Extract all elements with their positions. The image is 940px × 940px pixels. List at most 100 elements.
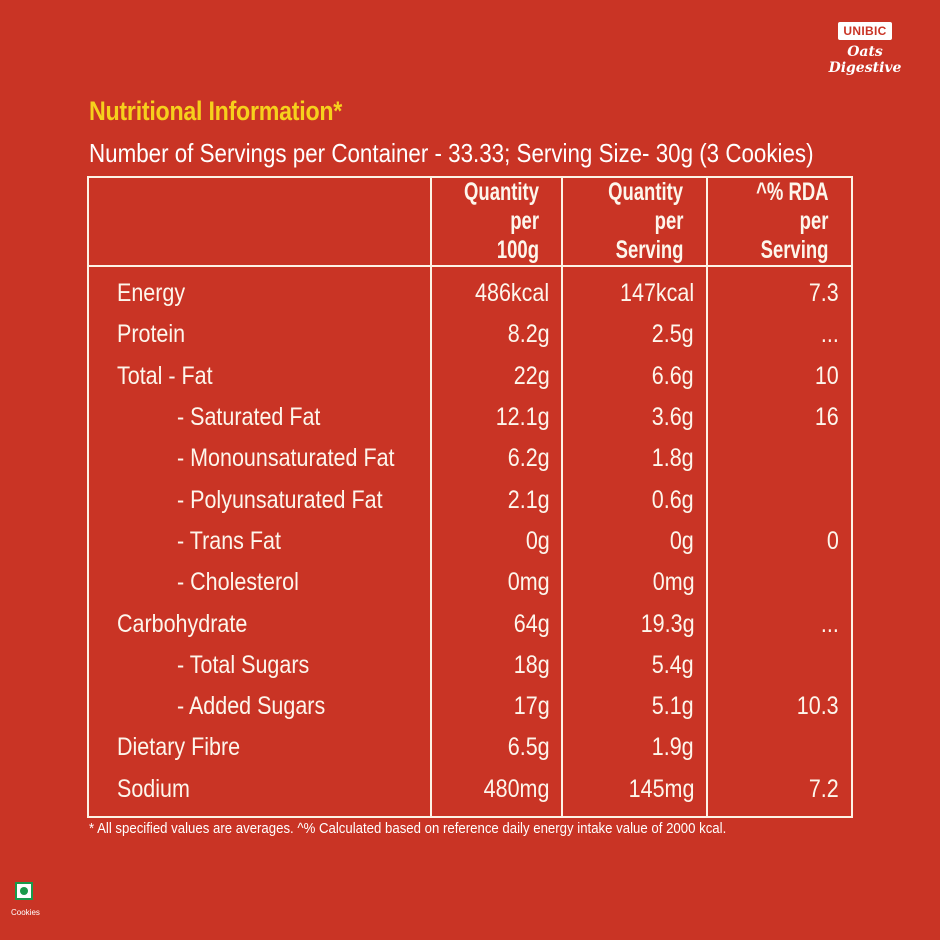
value-per-100g-text: 6.5g <box>507 733 550 762</box>
serving-info: Number of Servings per Container - 33.33… <box>89 138 814 168</box>
value-per-100g-text: 22g <box>513 361 550 390</box>
value-rda <box>707 479 853 521</box>
brand-name: UNIBIC <box>838 22 892 40</box>
value-per-serving: 5.1g <box>562 685 709 728</box>
product-name: Oats Digestive <box>828 44 902 76</box>
veg-dot <box>20 887 28 895</box>
value-rda: 7.2 <box>707 768 853 817</box>
value-rda: 7.3 <box>707 266 853 315</box>
nutrient-name-text: - Monounsaturated Fat <box>177 444 395 473</box>
value-rda: 10.3 <box>707 685 853 728</box>
value-per-100g-text: 18g <box>513 650 550 679</box>
value-per-100g: 480mg <box>430 768 564 817</box>
value-rda <box>707 644 853 686</box>
value-per-100g: 12.1g <box>430 396 564 439</box>
nutrient-name: Energy <box>88 266 432 315</box>
nutrient-name: Sodium <box>88 768 432 817</box>
value-per-serving-text: 0g <box>670 526 695 555</box>
page-title: Nutritional Information* <box>89 96 343 126</box>
header-line: per Serving <box>760 207 829 264</box>
table-row: - Trans Fat 0g 0g 0 <box>88 520 853 563</box>
value-per-serving: 3.6g <box>562 396 709 439</box>
value-per-serving-text: 0mg <box>652 568 695 597</box>
value-rda <box>707 727 853 769</box>
value-per-100g: 18g <box>430 644 564 686</box>
value-per-100g-text: 8.2g <box>507 320 550 349</box>
table-row: Energy 486kcal 147kcal 7.3 <box>88 266 853 315</box>
nutrient-name-text: Sodium <box>117 774 190 803</box>
value-per-serving-text: 3.6g <box>652 403 695 432</box>
value-rda-text: 0 <box>827 526 839 555</box>
header-line: Quantity <box>608 178 684 206</box>
table-row: - Saturated Fat 12.1g 3.6g 16 <box>88 396 853 439</box>
nutrient-name-text: Energy <box>117 279 186 308</box>
value-per-100g-text: 480mg <box>483 774 550 803</box>
value-per-serving-text: 19.3g <box>640 609 695 638</box>
header-per-100g: Quantity per 100g <box>430 177 564 267</box>
footnote: * All specified values are averages. ^% … <box>89 820 727 837</box>
table-row: - Cholesterol 0mg 0mg <box>88 562 853 604</box>
table-row: Carbohydrate 64g 19.3g... <box>88 603 853 645</box>
value-rda-text: 16 <box>815 403 839 432</box>
nutrient-name-text: Total - Fat <box>117 361 213 390</box>
value-per-serving: 0mg <box>562 562 709 604</box>
nutrient-name: - Trans Fat <box>88 520 432 563</box>
value-per-serving: 5.4g <box>562 644 709 686</box>
value-per-100g: 6.5g <box>430 727 564 769</box>
value-per-100g-text: 0mg <box>507 568 550 597</box>
value-per-100g-text: 64g <box>513 609 550 638</box>
header-line: Quantity <box>463 178 539 206</box>
value-per-serving: 1.8g <box>562 438 709 480</box>
value-per-100g: 22g <box>430 355 564 397</box>
table-row: - Monounsaturated Fat 6.2g 1.8g <box>88 438 853 480</box>
value-per-serving: 145mg <box>562 768 709 817</box>
table-row: Sodium 480mg 145mg 7.2 <box>88 768 853 817</box>
value-per-serving: 147kcal <box>562 266 709 315</box>
header-per-serving: Quantity per Serving <box>562 177 709 267</box>
table-row: - Polyunsaturated Fat 2.1g 0.6g <box>88 479 853 521</box>
value-rda: 0 <box>707 520 853 563</box>
value-rda: ... <box>707 314 853 356</box>
header-line: per 100g <box>496 207 539 264</box>
veg-symbol-icon <box>15 882 33 900</box>
table-row: Dietary Fibre 6.5g 1.9g <box>88 727 853 769</box>
nutrient-name: Total - Fat <box>88 355 432 397</box>
nutrient-name: Protein <box>88 314 432 356</box>
value-per-serving: 0.6g <box>562 479 709 521</box>
value-rda-text: 7.2 <box>809 774 839 803</box>
nutrient-name: - Saturated Fat <box>88 396 432 439</box>
nutrition-table: Quantity per 100g Quantity per Serving ^% … <box>87 176 853 818</box>
value-rda: ... <box>707 603 853 645</box>
value-per-serving-text: 1.8g <box>652 444 695 473</box>
value-per-100g: 0g <box>430 520 564 563</box>
nutrient-name-text: - Cholesterol <box>177 568 299 597</box>
value-per-100g-text: 486kcal <box>475 279 550 308</box>
nutrient-name-text: - Saturated Fat <box>177 403 321 432</box>
value-rda: 16 <box>707 396 853 439</box>
value-per-serving-text: 6.6g <box>652 361 695 390</box>
brand-logo: UNIBIC Oats Digestive <box>810 22 920 76</box>
value-per-serving-text: 5.4g <box>652 650 695 679</box>
value-per-serving-text: 1.9g <box>652 733 695 762</box>
header-nutrient <box>88 177 432 267</box>
value-per-100g-text: 17g <box>513 692 550 721</box>
nutrient-name-text: Protein <box>117 320 186 349</box>
value-rda-text: ... <box>821 609 839 638</box>
value-per-100g: 0mg <box>430 562 564 604</box>
value-per-serving-text: 0.6g <box>652 485 695 514</box>
table-row: Total - Fat 22g 6.6g 10 <box>88 355 853 397</box>
nutrient-name: - Added Sugars <box>88 685 432 728</box>
value-rda <box>707 562 853 604</box>
table-body: Energy 486kcal 147kcal 7.3 Protein 8.2g 2.5g..… <box>88 266 853 817</box>
nutrient-name-text: - Polyunsaturated Fat <box>177 485 383 514</box>
nutrient-name: - Cholesterol <box>88 562 432 604</box>
value-per-100g: 17g <box>430 685 564 728</box>
nutrient-name-text: - Added Sugars <box>177 692 326 721</box>
nutrient-name: - Total Sugars <box>88 644 432 686</box>
value-per-100g-text: 12.1g <box>495 403 550 432</box>
table-row: - Added Sugars 17g 5.1g 10.3 <box>88 685 853 728</box>
value-per-serving: 19.3g <box>562 603 709 645</box>
value-per-100g: 2.1g <box>430 479 564 521</box>
nutrient-name-text: Carbohydrate <box>117 609 248 638</box>
nutrient-name: - Monounsaturated Fat <box>88 438 432 480</box>
